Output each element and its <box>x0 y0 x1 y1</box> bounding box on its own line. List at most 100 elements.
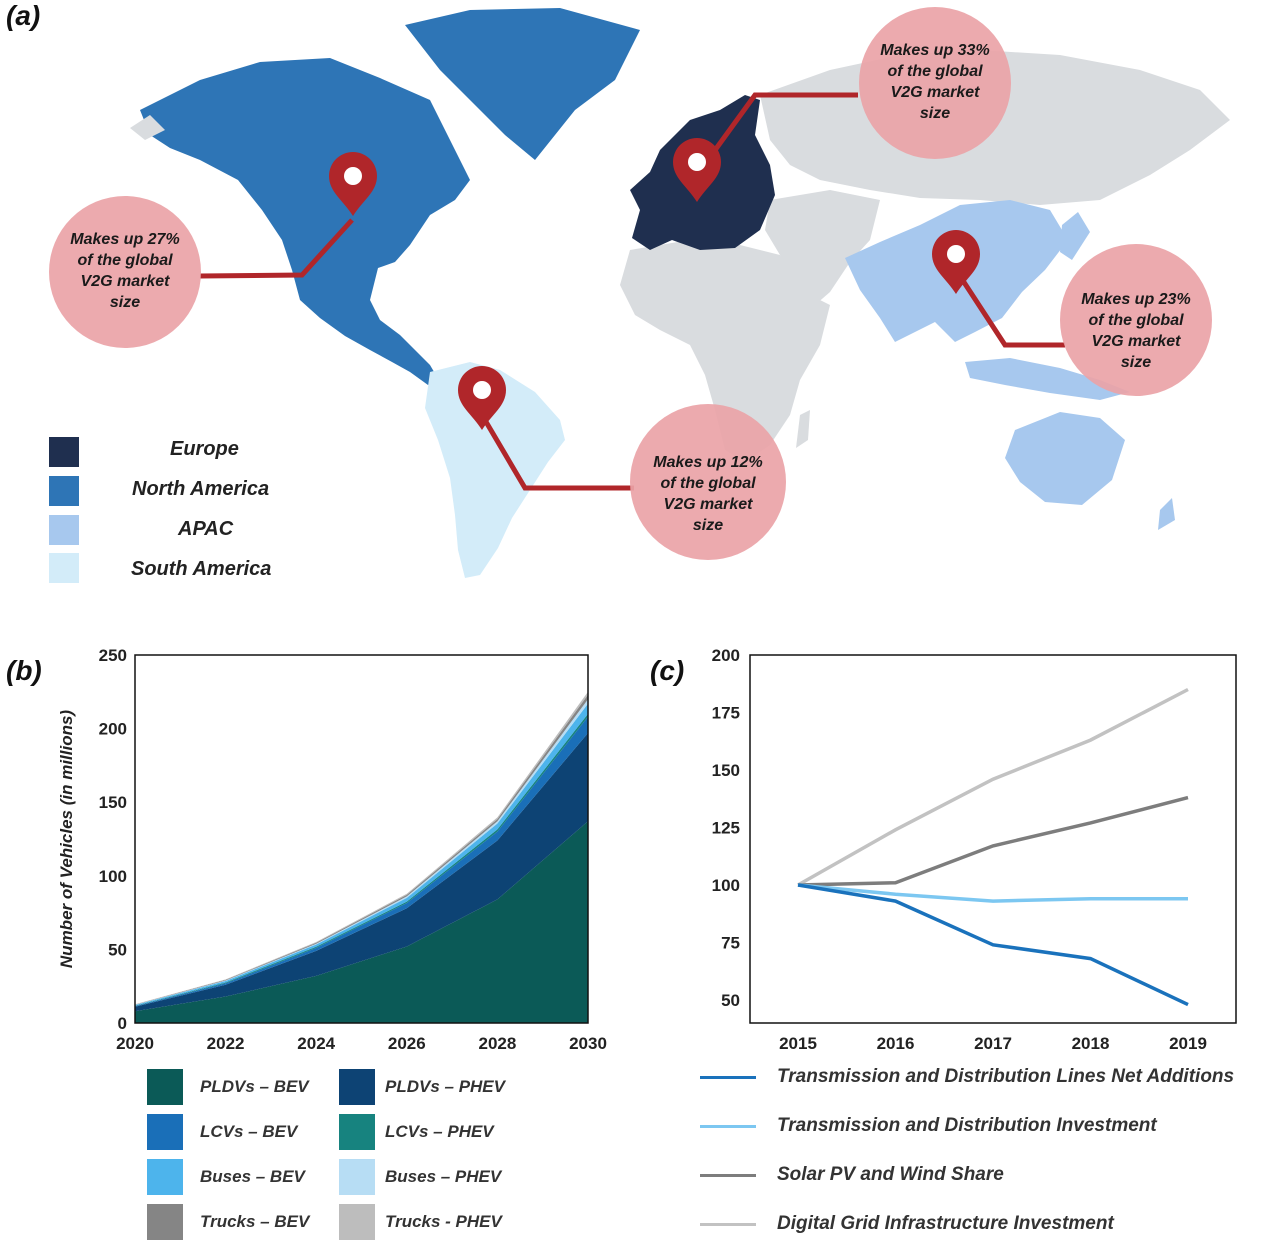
new-zealand-shape <box>1158 498 1175 530</box>
area-series-0 <box>135 821 588 1023</box>
line-series-1 <box>797 883 1188 903</box>
x-tick-label: 2018 <box>1072 1034 1110 1053</box>
legend-swatch <box>339 1204 375 1240</box>
y-tick-label: 75 <box>721 934 740 953</box>
x-tick-label: 2019 <box>1169 1034 1207 1053</box>
callout-text-south-america: Makes up 12% of the global V2G market si… <box>635 452 781 536</box>
callout-line: of the global <box>1088 312 1184 329</box>
legend-label: PLDVs – BEV <box>200 1077 309 1096</box>
indonesia-shape <box>965 358 1130 400</box>
legend-swatch <box>147 1204 183 1240</box>
legend-swatch <box>339 1114 375 1150</box>
callout-line: V2G market <box>80 273 170 290</box>
x-tick-label: 2016 <box>877 1034 915 1053</box>
line-series-2 <box>797 795 1189 887</box>
map-pin-icon <box>329 152 377 216</box>
callout-bubble-europe <box>859 7 1011 159</box>
x-tick-label: 2022 <box>207 1034 245 1053</box>
callout-bubble-apac <box>1060 244 1212 396</box>
y-tick-label: 125 <box>712 819 740 838</box>
legend-label: LCVs – PHEV <box>385 1122 494 1141</box>
y-tick-label: 175 <box>712 704 740 723</box>
legend-swatch-apac <box>49 515 79 545</box>
legend-label-europe: Europe <box>170 438 239 460</box>
callout-line: Makes up 33% <box>880 42 990 59</box>
x-tick-label: 2030 <box>569 1034 607 1053</box>
panel-a-label: (a) <box>6 0 41 31</box>
africa-shape <box>620 240 830 462</box>
callout-text-apac: Makes up 23% of the global V2G market si… <box>1063 289 1209 373</box>
legend-swatch <box>147 1159 183 1195</box>
world-map <box>49 7 1230 578</box>
y-tick-label: 200 <box>99 720 127 739</box>
line-series-3 <box>797 687 1189 887</box>
y-tick-label: 150 <box>99 793 127 812</box>
callout-line: of the global <box>660 475 756 492</box>
legend-label-south-america: South America <box>131 558 272 580</box>
x-tick-label: 2015 <box>779 1034 817 1053</box>
y-tick-label: 100 <box>99 867 127 886</box>
y-tick-label: 50 <box>721 991 740 1010</box>
vehicles-area-chart: 0 50 100 150 200 250 2020 2022 2024 2026 2028 2030 N… <box>57 646 607 1053</box>
callout-line: Makes up 12% <box>653 454 763 471</box>
middle-east-shape <box>765 190 880 305</box>
callout-line: Makes up 27% <box>70 231 180 248</box>
legend-label: Trucks - PHEV <box>385 1212 502 1231</box>
callout-line: size <box>692 517 724 534</box>
callout-line: V2G market <box>663 496 753 513</box>
callout-line: size <box>919 105 951 122</box>
x-tick-label: 2026 <box>388 1034 426 1053</box>
y-tick-label: 100 <box>712 876 740 895</box>
legend-swatch <box>339 1159 375 1195</box>
greenland-shape <box>405 8 640 160</box>
legend-label: Buses – BEV <box>200 1167 305 1186</box>
legend-line <box>700 1125 756 1128</box>
legend-swatch <box>147 1114 183 1150</box>
grid-investment-line-chart: 50 75 100 125 150 175 200 2015 2016 2017 2018 2019 <box>712 646 1237 1053</box>
legend-label: Buses – PHEV <box>385 1167 502 1186</box>
south-america-shape <box>425 362 565 578</box>
x-tick-label: 2017 <box>974 1034 1012 1053</box>
map-pin-icon <box>673 138 721 202</box>
callout-line: Makes up 23% <box>1081 291 1191 308</box>
y-tick-label: 200 <box>712 646 740 665</box>
line-series-0 <box>797 883 1189 1007</box>
x-tick-label: 2020 <box>116 1034 154 1053</box>
legend-swatch-europe <box>49 437 79 467</box>
australia-shape <box>1005 412 1125 505</box>
map-pin-icon <box>458 366 506 430</box>
alaska-tip-shape <box>130 115 165 140</box>
legend-line <box>700 1174 756 1177</box>
y-tick-label: 0 <box>118 1014 127 1033</box>
area-series-1 <box>135 733 588 1012</box>
legend-swatch-north-america <box>49 476 79 506</box>
madagascar-shape <box>796 410 810 448</box>
x-tick-label: 2028 <box>478 1034 516 1053</box>
callout-line: of the global <box>887 63 983 80</box>
legend-swatch <box>147 1069 183 1105</box>
callout-bubble-south-america <box>630 404 786 560</box>
legend-swatch-south-america <box>49 553 79 583</box>
north-america-shape <box>140 58 470 385</box>
map-pin-icon <box>932 230 980 294</box>
legend-label: Solar PV and Wind Share <box>777 1164 1004 1185</box>
callout-line: of the global <box>77 252 173 269</box>
japan-shape <box>1060 212 1090 260</box>
legend-line <box>700 1223 756 1226</box>
callout-line: size <box>109 294 141 311</box>
callout-line: V2G market <box>1091 333 1181 350</box>
legend-label: Transmission and Distribution Investment <box>777 1115 1157 1136</box>
y-tick-label: 150 <box>712 761 740 780</box>
legend-label: PLDVs – PHEV <box>385 1077 505 1096</box>
panel-b-label: (b) <box>6 655 42 686</box>
legend-swatch <box>339 1069 375 1105</box>
y-axis-label: Number of Vehicles (in millions) <box>57 710 76 969</box>
legend-label: Trucks – BEV <box>200 1212 310 1231</box>
plot-frame <box>749 654 1237 1024</box>
legend-label: Digital Grid Infrastructure Investment <box>777 1213 1114 1234</box>
callout-line: size <box>1120 354 1152 371</box>
plot-frame <box>134 654 589 1024</box>
callout-line: V2G market <box>890 84 980 101</box>
legend-label: Transmission and Distribution Lines Net … <box>777 1066 1235 1087</box>
panel-c-label: (c) <box>650 655 685 686</box>
